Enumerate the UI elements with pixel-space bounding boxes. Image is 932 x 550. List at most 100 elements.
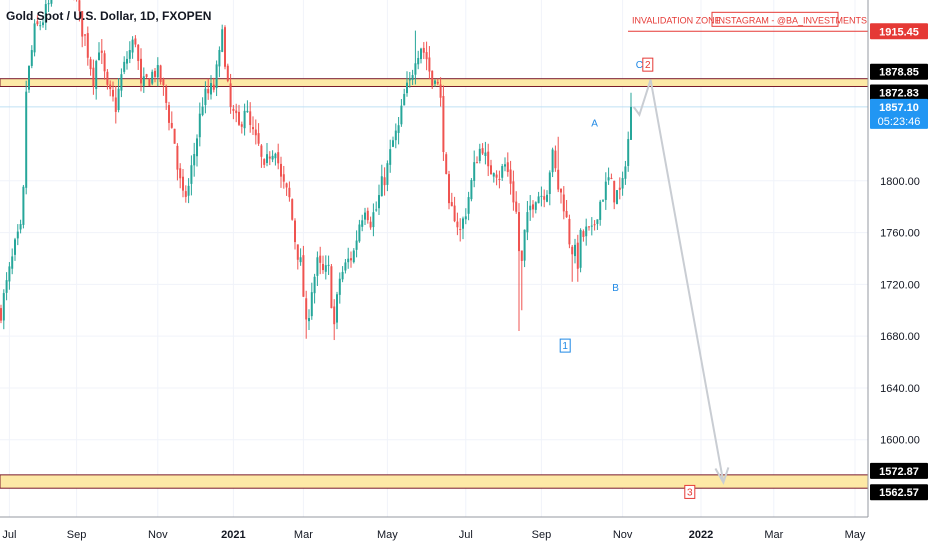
- candle-body: [319, 255, 322, 263]
- candle-body: [126, 58, 128, 64]
- candle-body: [593, 224, 596, 226]
- candle-body: [389, 149, 392, 165]
- candle-body: [190, 165, 193, 184]
- candle-body: [450, 202, 453, 207]
- candle-body: [154, 70, 156, 77]
- candle-body: [588, 226, 590, 228]
- countdown-label: 05:23:46: [878, 116, 921, 128]
- candle-body: [168, 105, 170, 123]
- candle-body: [599, 201, 602, 220]
- candle-body: [624, 166, 627, 179]
- candle-body: [361, 220, 364, 227]
- candle-body: [347, 258, 350, 263]
- candle-body: [28, 65, 30, 90]
- candle-body: [182, 176, 184, 191]
- candle-body: [403, 93, 406, 106]
- candle-body: [481, 148, 484, 154]
- candle-body: [212, 84, 215, 90]
- candle-body: [215, 64, 218, 89]
- candle-body: [114, 97, 117, 112]
- candle-body: [509, 169, 512, 184]
- candle-body: [372, 212, 375, 228]
- projection-arrowhead: [714, 467, 730, 485]
- candle-body: [378, 195, 380, 209]
- candle-body: [366, 210, 369, 221]
- wave-label-box: [559, 338, 571, 353]
- candle-body: [42, 22, 44, 26]
- candle-body: [627, 139, 630, 166]
- candle-body: [411, 75, 414, 80]
- candle-body: [369, 221, 372, 228]
- candle-body: [84, 34, 86, 36]
- time-tick-label: Jul: [2, 529, 16, 541]
- candle-body: [425, 52, 428, 60]
- time-tick-label: 2022: [689, 529, 713, 541]
- candle-body: [560, 188, 562, 193]
- candle-body: [260, 145, 263, 157]
- candle-body: [613, 180, 616, 203]
- candle-body: [380, 176, 383, 197]
- candle-body: [383, 177, 386, 186]
- price-tags: 1915.45 1878.85 1872.83 1857.10 05:23:46 1572…: [870, 23, 928, 501]
- candle-body: [128, 50, 131, 59]
- candle-body: [327, 264, 330, 266]
- candle-body: [148, 78, 151, 86]
- candle-body: [30, 50, 33, 66]
- candle-body: [81, 11, 84, 37]
- candle-body: [571, 246, 574, 255]
- candle-body: [19, 224, 22, 230]
- candle-body: [439, 84, 442, 98]
- candle-body: [495, 174, 498, 178]
- candle-body: [243, 110, 246, 129]
- candle-body: [184, 191, 187, 197]
- candle-body: [173, 128, 176, 144]
- candle-body: [131, 39, 134, 53]
- candle-body: [316, 257, 319, 276]
- price-tick-label: 1640.00: [880, 383, 920, 395]
- candle-body: [604, 181, 607, 200]
- target-zone[interactable]: [0, 474, 869, 489]
- price-tag: [870, 462, 928, 479]
- candlestick-series: [0, 0, 632, 341]
- candle-body: [523, 229, 526, 261]
- candle-body: [400, 105, 403, 125]
- candle-body: [95, 61, 98, 89]
- price-tick-label: 1800.00: [880, 176, 920, 188]
- candle-body: [16, 231, 19, 239]
- candle-body: [540, 195, 543, 197]
- projection-path[interactable]: [632, 79, 725, 483]
- wave-label-a: A: [591, 118, 598, 129]
- candle-body: [442, 96, 445, 153]
- candle-body: [198, 113, 201, 138]
- candle-body: [50, 0, 53, 4]
- candle-body: [25, 91, 28, 188]
- wave-label-c: C: [636, 60, 643, 71]
- candle-body: [302, 255, 305, 297]
- candle-body: [89, 59, 92, 70]
- invalidation-zone-label: INVALIDATION ZONE: [632, 15, 721, 25]
- candle-body: [512, 181, 515, 203]
- candle-body: [582, 231, 585, 237]
- candle-body: [490, 165, 492, 175]
- candle-body: [630, 106, 632, 140]
- candle-body: [420, 48, 422, 60]
- candle-body: [33, 23, 36, 53]
- candle-body: [176, 145, 179, 170]
- candle-body: [224, 27, 226, 67]
- candle-body: [436, 81, 439, 84]
- wave-label-b: B: [612, 283, 619, 294]
- candle-body: [602, 200, 604, 202]
- wave-label-box: [684, 484, 696, 499]
- candle-body: [616, 190, 618, 204]
- candle-body: [515, 201, 518, 212]
- price-tag: [870, 63, 928, 80]
- candle-body: [22, 186, 25, 225]
- candle-body: [520, 250, 523, 261]
- time-tick-label: May: [377, 529, 398, 541]
- price-tick-label: 1600.00: [880, 435, 920, 447]
- time-tick-label: Sep: [67, 529, 87, 541]
- candle-body: [456, 221, 459, 228]
- candle-body: [232, 108, 235, 111]
- candle-body: [207, 88, 210, 94]
